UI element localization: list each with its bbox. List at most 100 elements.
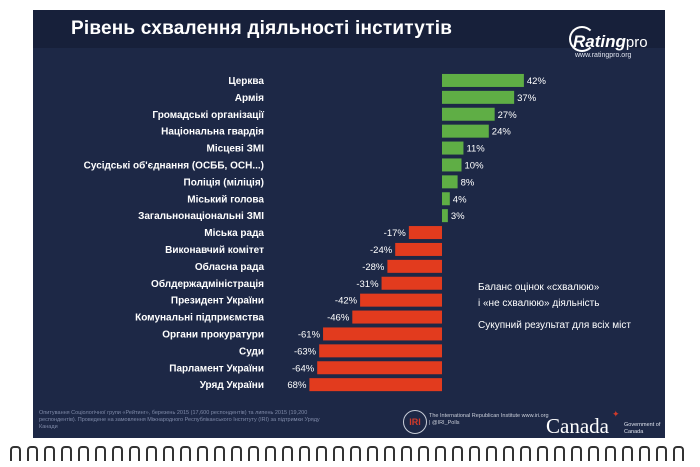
category-label: Президент України bbox=[171, 296, 264, 307]
binder-ring bbox=[537, 446, 548, 461]
binder-ring bbox=[367, 446, 378, 461]
binder-ring bbox=[401, 446, 412, 461]
binder-ring bbox=[469, 446, 480, 461]
value-label: -42% bbox=[335, 296, 358, 307]
binder-ring bbox=[231, 446, 242, 461]
bar bbox=[408, 226, 442, 240]
binder-ring bbox=[384, 446, 395, 461]
category-label: Комунальні підприємства bbox=[135, 313, 264, 324]
binder-ring bbox=[588, 446, 599, 461]
binder-ring bbox=[639, 446, 650, 461]
iri-logo: IRI bbox=[403, 410, 427, 434]
binder-ring bbox=[299, 446, 310, 461]
category-label: Міський голова bbox=[187, 194, 264, 205]
value-label: 68% bbox=[287, 380, 307, 391]
binder-ring bbox=[163, 446, 174, 461]
value-label: 24% bbox=[492, 127, 512, 138]
category-label: Парламент України bbox=[169, 363, 264, 374]
binder-ring bbox=[95, 446, 106, 461]
category-label: Сусідські об'єднання (ОСББ, ОСН...) bbox=[84, 159, 264, 171]
binder-ring bbox=[622, 446, 633, 461]
bar bbox=[442, 141, 464, 155]
legend-line-1: Баланс оцінок «схвалюю» bbox=[478, 282, 600, 293]
binder-ring bbox=[503, 446, 514, 461]
binder-ring bbox=[605, 446, 616, 461]
approval-bar-chart: Церква 42% Армія 37% Громадські організації 2… bbox=[84, 73, 547, 392]
binder-ring bbox=[44, 446, 55, 461]
binder-ring bbox=[656, 446, 667, 461]
binder-ring bbox=[486, 446, 497, 461]
value-label: -46% bbox=[327, 313, 350, 324]
logo-suffix-text: pro bbox=[625, 34, 648, 51]
category-label: Місцеві ЗМІ bbox=[207, 144, 265, 155]
iri-text: The International Republican Institute w… bbox=[429, 413, 549, 426]
binder-ring bbox=[146, 446, 157, 461]
binder-ring bbox=[316, 446, 327, 461]
binder-ring bbox=[10, 446, 21, 461]
binder-ring bbox=[333, 446, 344, 461]
bar bbox=[442, 175, 458, 189]
bar bbox=[442, 73, 524, 87]
bar bbox=[442, 124, 489, 138]
category-label: Громадські організації bbox=[152, 110, 264, 121]
government-of-canada: Government of Canada bbox=[624, 422, 661, 435]
value-label: -28% bbox=[362, 262, 385, 273]
binder-ring bbox=[27, 446, 38, 461]
bar bbox=[442, 90, 515, 104]
binder-ring bbox=[61, 446, 72, 461]
binder-ring bbox=[571, 446, 582, 461]
bar bbox=[442, 158, 462, 172]
binder-ring bbox=[282, 446, 293, 461]
category-label: Поліція (міліція) bbox=[184, 177, 264, 188]
binder-ring bbox=[112, 446, 123, 461]
ratingpro-logo: Ratingpro bbox=[569, 26, 648, 52]
bar bbox=[442, 209, 448, 223]
binder-ring bbox=[350, 446, 361, 461]
value-label: 11% bbox=[466, 144, 485, 155]
legend-line-2: і «не схвалюю» діяльність bbox=[478, 298, 600, 309]
binder-ring bbox=[214, 446, 225, 461]
binder-ring bbox=[520, 446, 531, 461]
category-label: Армія bbox=[235, 93, 264, 104]
value-label: 3% bbox=[451, 211, 465, 222]
binder-ring bbox=[129, 446, 140, 461]
value-label: -64% bbox=[292, 363, 315, 374]
binder-ring bbox=[180, 446, 191, 461]
chart-note: Сукупний результат для всіх міст bbox=[478, 320, 631, 331]
category-label: Уряд України bbox=[200, 380, 264, 391]
binder-ring bbox=[78, 446, 89, 461]
bar bbox=[381, 276, 442, 290]
category-label: Міська рада bbox=[204, 228, 264, 239]
bar bbox=[319, 344, 442, 358]
category-label: Загальнонаціональні ЗМІ bbox=[138, 211, 264, 222]
bar bbox=[352, 310, 442, 324]
binder-ring bbox=[265, 446, 276, 461]
bar bbox=[387, 259, 442, 273]
value-label: -31% bbox=[356, 279, 379, 290]
value-label: 37% bbox=[517, 93, 537, 104]
value-label: -17% bbox=[384, 228, 407, 239]
category-label: Національна гвардія bbox=[161, 127, 264, 138]
value-label: 8% bbox=[461, 177, 475, 188]
maple-leaf-icon: ✦ bbox=[612, 409, 620, 419]
binder-ring bbox=[452, 446, 463, 461]
value-label: 42% bbox=[527, 76, 547, 87]
binder-ring bbox=[197, 446, 208, 461]
binder-rings bbox=[10, 446, 690, 466]
bar bbox=[317, 361, 442, 375]
value-label: 10% bbox=[465, 160, 485, 171]
category-label: Обласна рада bbox=[195, 261, 265, 273]
bar bbox=[309, 378, 442, 392]
logo-ring-icon bbox=[569, 26, 595, 52]
category-label: Церква bbox=[228, 76, 264, 87]
bar bbox=[395, 242, 442, 256]
value-label: -24% bbox=[370, 245, 393, 256]
value-label: -63% bbox=[294, 346, 317, 357]
bar bbox=[442, 107, 495, 121]
category-label: Органи прокуратури bbox=[162, 329, 264, 340]
survey-note: Опитування Соціологічної групи «Рейтинг»… bbox=[39, 410, 320, 430]
page-title: Рівень схвалення діяльності інститутів bbox=[71, 18, 453, 39]
category-label: Облдержадміністрація bbox=[151, 278, 264, 290]
logo-url: www.ratingpro.org bbox=[575, 52, 632, 59]
binder-ring bbox=[673, 446, 684, 461]
